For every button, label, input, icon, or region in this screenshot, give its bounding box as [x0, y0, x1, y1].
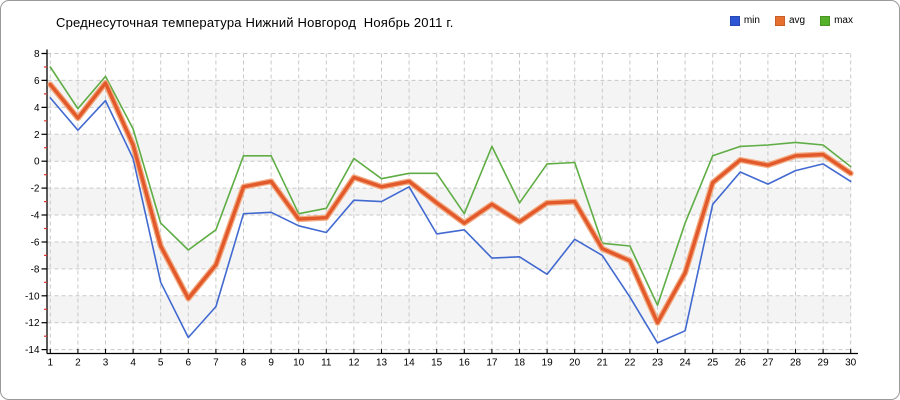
svg-text:4: 4 [130, 358, 136, 369]
svg-text:10: 10 [293, 358, 305, 369]
svg-text:18: 18 [514, 358, 526, 369]
avg-swatch-icon [774, 16, 785, 26]
svg-text:16: 16 [459, 358, 471, 369]
svg-text:24: 24 [680, 358, 692, 369]
x-axis-labels: 1 2 3 4 5 6 7 8 9 10 11 12 13 14 15 16 17 18 19 20 21 22 23 24 2… [48, 358, 857, 369]
svg-text:5: 5 [158, 358, 164, 369]
plot-bands [47, 80, 851, 323]
svg-text:26: 26 [735, 358, 747, 369]
series-max-line [49, 66, 852, 307]
series-avg-line [48, 81, 853, 325]
svg-text:0: 0 [34, 157, 40, 168]
series-min-line [49, 97, 852, 344]
min-swatch-icon [729, 16, 740, 26]
svg-text:29: 29 [818, 358, 830, 369]
legend-label: avg [788, 15, 806, 26]
legend: min avg max [729, 15, 853, 26]
svg-text:-12: -12 [25, 318, 40, 329]
svg-text:23: 23 [652, 358, 664, 369]
y-minor-ticks [44, 66, 47, 337]
legend-item-min: min [729, 15, 760, 26]
svg-text:27: 27 [762, 358, 774, 369]
legend-item-avg: avg [774, 15, 806, 26]
svg-text:2: 2 [34, 130, 40, 141]
svg-text:6: 6 [186, 358, 192, 369]
max-swatch-icon [820, 16, 831, 26]
svg-text:4: 4 [34, 103, 40, 114]
svg-text:6: 6 [34, 76, 40, 87]
svg-text:-14: -14 [25, 345, 40, 356]
legend-item-max: max [820, 16, 853, 26]
legend-label: min [743, 15, 760, 26]
y-axis-labels: 8 6 4 2 0 -2 -4 -6 -8 -10 -12 -14 [25, 49, 40, 356]
svg-text:11: 11 [321, 358, 332, 369]
svg-text:-4: -4 [31, 211, 40, 222]
svg-text:22: 22 [624, 358, 636, 369]
svg-text:15: 15 [431, 358, 443, 369]
svg-text:-10: -10 [25, 291, 40, 302]
chart-title: Среднесуточная температура Нижний Новгор… [56, 15, 454, 30]
svg-text:17: 17 [486, 358, 498, 369]
y-axis-ticks [41, 52, 47, 351]
svg-text:13: 13 [376, 358, 388, 369]
svg-text:8: 8 [241, 358, 247, 369]
svg-text:14: 14 [404, 358, 416, 369]
svg-text:-8: -8 [31, 264, 40, 275]
svg-text:2: 2 [75, 358, 81, 369]
svg-text:7: 7 [213, 358, 219, 369]
svg-text:8: 8 [34, 49, 40, 60]
legend-label: max [834, 15, 853, 26]
svg-text:12: 12 [348, 358, 360, 369]
svg-text:9: 9 [268, 358, 274, 369]
h-gridlines [47, 53, 851, 351]
svg-text:19: 19 [542, 358, 554, 369]
svg-text:28: 28 [790, 358, 802, 369]
svg-text:20: 20 [569, 358, 581, 369]
svg-text:21: 21 [597, 358, 609, 369]
svg-text:1: 1 [48, 358, 54, 369]
svg-text:25: 25 [707, 358, 719, 369]
svg-text:30: 30 [845, 358, 857, 369]
svg-text:-6: -6 [31, 238, 40, 249]
x-axis-ticks [49, 349, 852, 354]
svg-text:3: 3 [103, 358, 109, 369]
svg-text:-2: -2 [31, 184, 40, 195]
